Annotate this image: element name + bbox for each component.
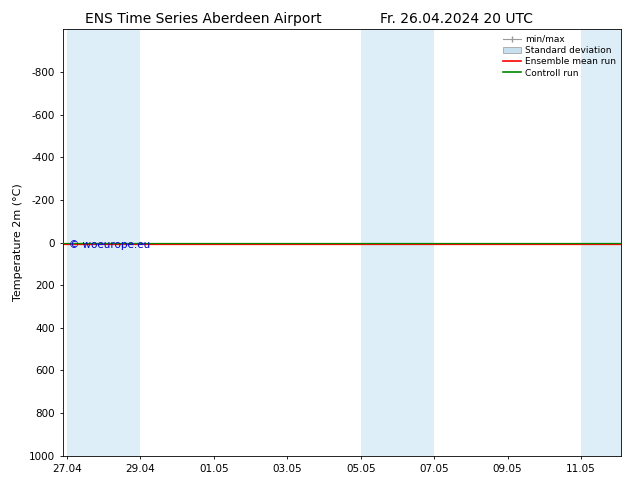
Text: Fr. 26.04.2024 20 UTC: Fr. 26.04.2024 20 UTC (380, 12, 533, 26)
Text: ENS Time Series Aberdeen Airport: ENS Time Series Aberdeen Airport (84, 12, 321, 26)
Y-axis label: Temperature 2m (°C): Temperature 2m (°C) (13, 184, 23, 301)
Bar (67, 29, 141, 456)
Bar (581, 29, 621, 456)
Legend: min/max, Standard deviation, Ensemble mean run, Controll run: min/max, Standard deviation, Ensemble me… (500, 31, 619, 81)
Text: © woeurope.eu: © woeurope.eu (69, 240, 150, 250)
Bar (361, 29, 434, 456)
